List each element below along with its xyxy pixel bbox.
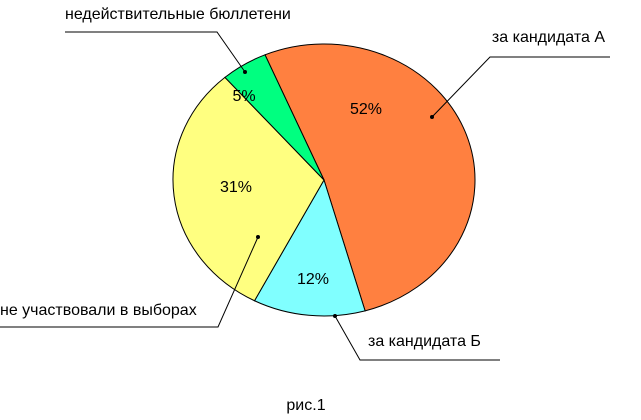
chart-title: рис.1 xyxy=(286,397,325,414)
category-label: за кандидата А xyxy=(492,29,605,46)
leader-line xyxy=(65,31,246,73)
leader-line xyxy=(431,56,610,118)
value-label: 31% xyxy=(220,179,252,196)
value-label: 52% xyxy=(350,101,382,118)
leader-dot xyxy=(243,70,247,74)
pie-slice xyxy=(264,43,476,312)
category-label: не участвовали в выборах xyxy=(0,302,197,319)
category-label: за кандидата Б xyxy=(368,333,481,350)
value-label: 5% xyxy=(232,88,255,105)
leader-dot xyxy=(333,314,337,318)
value-label: 12% xyxy=(297,271,329,288)
leader-dot xyxy=(430,115,434,119)
leader-dot xyxy=(256,235,260,239)
leader-line xyxy=(334,315,500,361)
leader-line xyxy=(0,236,259,328)
pie-slice xyxy=(172,76,325,302)
pie-slice xyxy=(224,54,325,181)
category-label: недействительные бюллетени xyxy=(65,6,291,23)
pie-slice xyxy=(253,178,366,317)
